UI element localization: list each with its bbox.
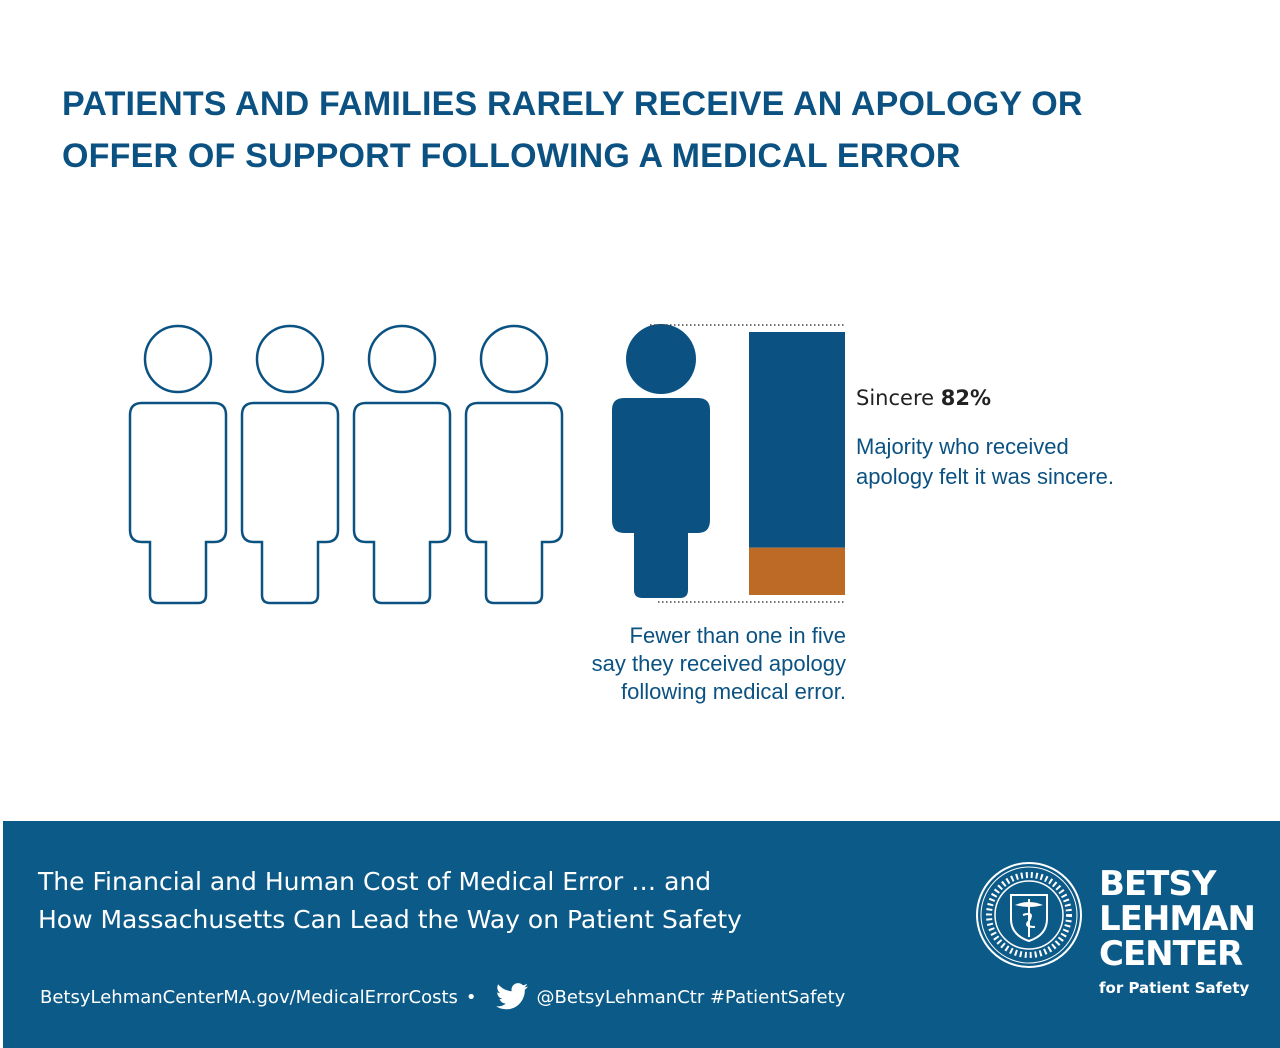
bar-segment-other: [749, 547, 845, 595]
pictogram-chart: [128, 324, 846, 605]
footer-title-line-2: How Massachusetts Can Lead the Way on Pa…: [38, 905, 742, 934]
sincere-value: 82%: [940, 386, 991, 410]
stacked-bar: [749, 332, 845, 595]
person-head: [367, 324, 437, 394]
person-figure-outline: [464, 324, 564, 605]
person-head: [255, 324, 325, 394]
twitter-bird-icon[interactable]: [495, 983, 529, 1011]
bar-segment-sincere: [749, 332, 845, 548]
title-line-1: PATIENTS AND FAMILIES RARELY RECEIVE AN …: [62, 85, 1083, 123]
sincere-label: Sincere 82%: [856, 386, 991, 410]
massachusetts-seal-icon: [976, 862, 1082, 968]
person-body: [464, 401, 564, 605]
annotation-bottom: Fewer than one in five say they received…: [520, 622, 846, 706]
annotation-bottom-line-1: Fewer than one in five: [629, 623, 846, 648]
footer-bullet: •: [465, 986, 477, 1008]
sincere-text: Sincere: [856, 386, 935, 410]
logo-line-4: for Patient Safety: [1099, 979, 1250, 997]
footer-title: The Financial and Human Cost of Medical …: [38, 863, 858, 939]
person-figure-outline: [352, 324, 452, 605]
footer-url-link[interactable]: BetsyLehmanCenterMA.gov/MedicalErrorCost…: [40, 986, 458, 1008]
person-head: [479, 324, 549, 394]
person-figure-outline: [240, 324, 340, 605]
annotation-right-line-2: apology felt it was sincere.: [856, 464, 1115, 489]
person-figure-filled: [612, 324, 710, 598]
person-body: [240, 401, 340, 605]
person-body: [612, 398, 710, 598]
page-title: PATIENTS AND FAMILIES RARELY RECEIVE AN …: [62, 78, 1222, 182]
person-figure-outline: [128, 324, 228, 605]
footer-title-line-1: The Financial and Human Cost of Medical …: [38, 867, 712, 896]
annotation-right: Majority who received apology felt it wa…: [856, 432, 1196, 492]
footer-handle-link[interactable]: @BetsyLehmanCtr #PatientSafety: [536, 986, 846, 1008]
logo-line-3: CENTER: [1099, 934, 1243, 974]
logo-line-1: BETSY: [1099, 864, 1216, 904]
footer-links: BetsyLehmanCenterMA.gov/MedicalErrorCost…: [40, 983, 845, 1011]
footer-banner: The Financial and Human Cost of Medical …: [3, 821, 1280, 1048]
logo-line-2: LEHMAN: [1099, 899, 1256, 939]
annotation-right-line-1: Majority who received: [856, 434, 1069, 459]
annotation-bottom-line-3: following medical error.: [621, 679, 846, 704]
person-head: [626, 324, 696, 394]
betsy-lehman-logo: BETSY LEHMAN CENTER for Patient Safety: [1099, 864, 1256, 998]
annotation-bottom-line-2: say they received apology: [591, 651, 846, 676]
person-body: [352, 401, 452, 605]
person-body: [128, 401, 228, 605]
title-line-2: OFFER OF SUPPORT FOLLOWING A MEDICAL ERR…: [62, 137, 961, 175]
people-figures: [128, 324, 710, 605]
person-head: [143, 324, 213, 394]
